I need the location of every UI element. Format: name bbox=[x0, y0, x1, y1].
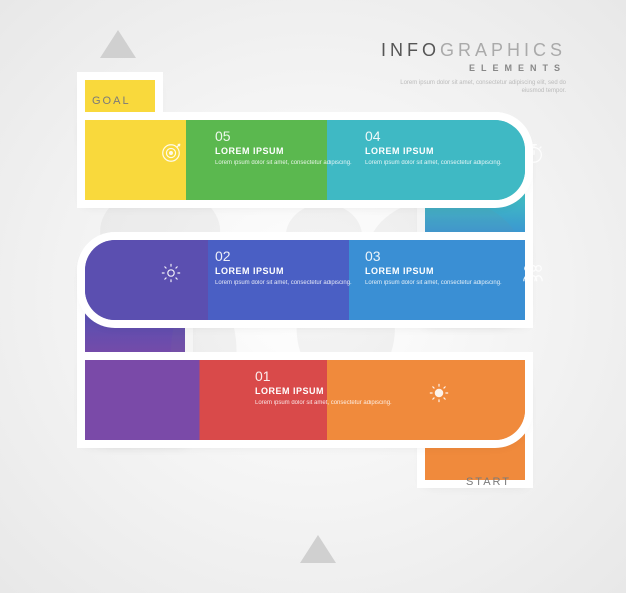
step-desc: Lorem ipsum dolor sit amet, consectetur … bbox=[255, 399, 395, 407]
step-title: LOREM IPSUM bbox=[215, 146, 355, 156]
target-icon bbox=[160, 142, 182, 170]
people-icon bbox=[521, 262, 545, 290]
header: INFOGRAPHICS ELEMENTS Lorem ipsum dolor … bbox=[381, 40, 566, 96]
step-desc: Lorem ipsum dolor sit amet, consectetur … bbox=[215, 159, 355, 167]
step-title: LOREM IPSUM bbox=[215, 266, 355, 276]
header-title: INFOGRAPHICS bbox=[381, 40, 566, 61]
sun-icon bbox=[428, 382, 450, 410]
step-05: 05 LOREM IPSUM Lorem ipsum dolor sit ame… bbox=[215, 128, 355, 167]
step-title: LOREM IPSUM bbox=[255, 386, 395, 396]
step-03: 03 LOREM IPSUM Lorem ipsum dolor sit ame… bbox=[365, 248, 505, 287]
step-number: 05 bbox=[215, 128, 355, 144]
step-desc: Lorem ipsum dolor sit amet, consectetur … bbox=[215, 279, 355, 287]
header-title-pre: INFO bbox=[381, 40, 440, 60]
snake-ribbon: 05 LOREM IPSUM Lorem ipsum dolor sit ame… bbox=[85, 120, 525, 480]
step-04: 04 LOREM IPSUM Lorem ipsum dolor sit ame… bbox=[365, 128, 505, 167]
step-number: 01 bbox=[255, 368, 395, 384]
step-desc: Lorem ipsum dolor sit amet, consectetur … bbox=[365, 279, 505, 287]
goal-label: GOAL bbox=[92, 95, 131, 107]
step-title: LOREM IPSUM bbox=[365, 146, 505, 156]
stopwatch-icon bbox=[523, 142, 545, 170]
arrow-up-icon bbox=[300, 535, 336, 563]
step-number: 03 bbox=[365, 248, 505, 264]
step-number: 02 bbox=[215, 248, 355, 264]
step-01: 01 LOREM IPSUM Lorem ipsum dolor sit ame… bbox=[255, 368, 395, 407]
header-title-post: GRAPHICS bbox=[440, 40, 566, 60]
step-title: LOREM IPSUM bbox=[365, 266, 505, 276]
arrow-up-icon bbox=[100, 30, 136, 58]
step-02: 02 LOREM IPSUM Lorem ipsum dolor sit ame… bbox=[215, 248, 355, 287]
step-number: 04 bbox=[365, 128, 505, 144]
header-subtitle: ELEMENTS bbox=[381, 63, 566, 73]
header-lorem: Lorem ipsum dolor sit amet, consectetur … bbox=[386, 79, 566, 96]
gear-icon bbox=[160, 262, 182, 290]
step-desc: Lorem ipsum dolor sit amet, consectetur … bbox=[365, 159, 505, 167]
